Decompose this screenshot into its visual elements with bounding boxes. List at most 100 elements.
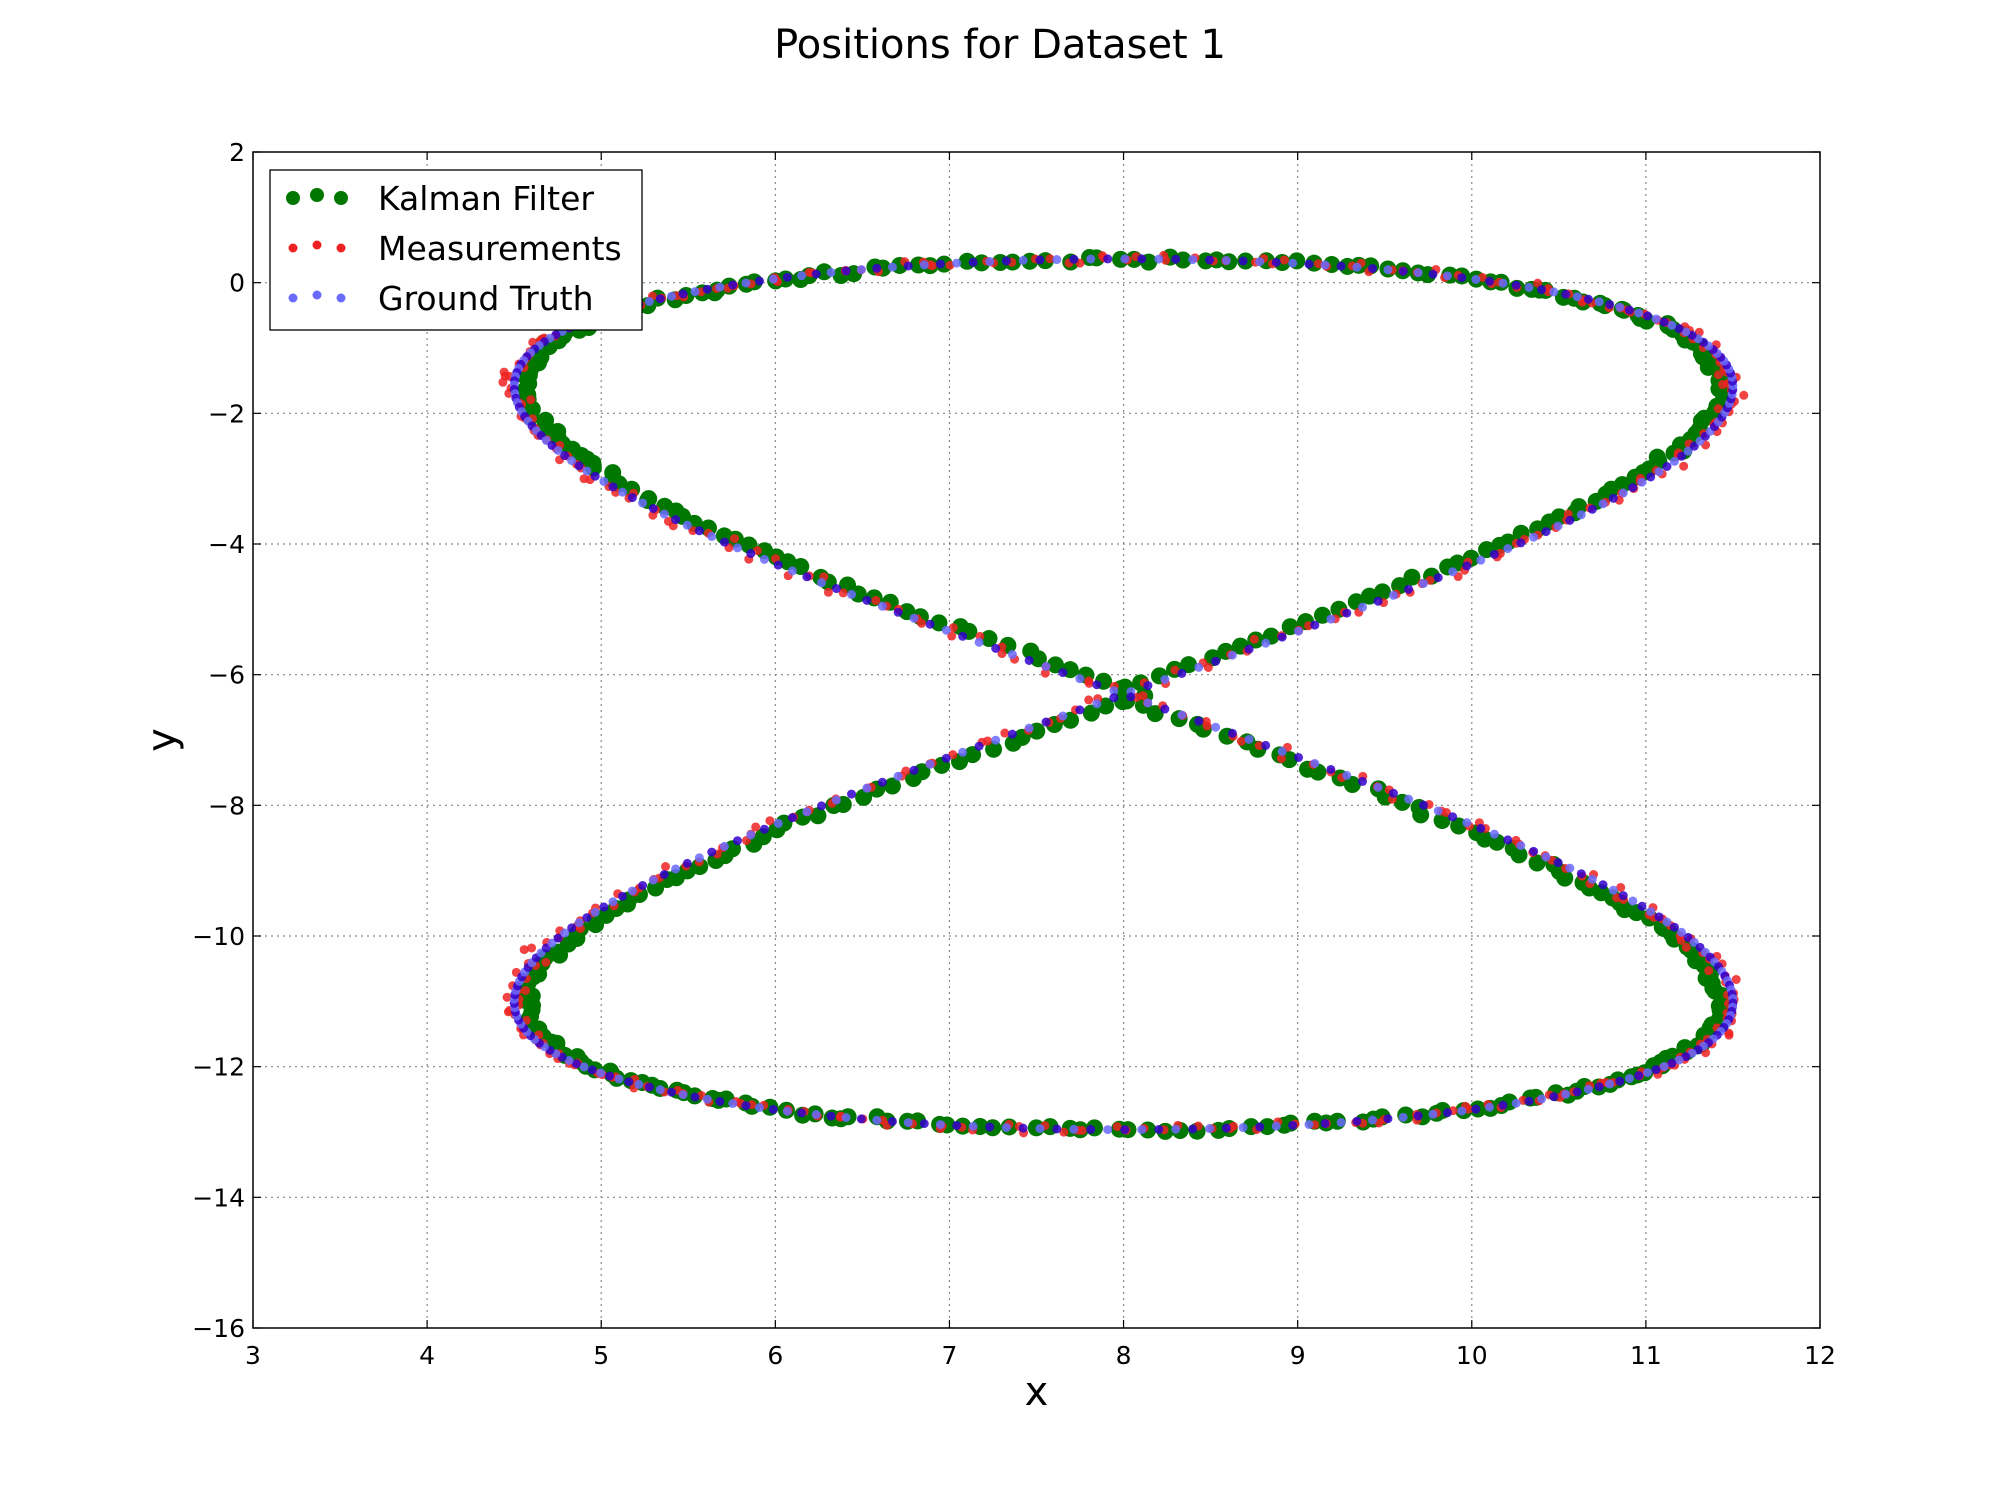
ground-truth-point [759, 554, 769, 564]
ground-truth-point [1529, 846, 1539, 856]
ground-truth-point [1024, 655, 1034, 665]
ground-truth-point [1398, 1112, 1408, 1122]
kalman-point [1556, 869, 1574, 887]
ground-truth-point [1160, 674, 1170, 684]
ground-truth-point [1069, 254, 1079, 264]
ground-truth-point [1476, 555, 1486, 565]
ground-truth-point [872, 1115, 882, 1125]
ground-truth-point [787, 813, 797, 823]
ground-truth-point [1553, 521, 1563, 531]
ground-truth-point [694, 853, 704, 863]
ground-truth-point [841, 266, 851, 276]
ground-truth-point [1428, 269, 1438, 279]
measurement-point [1681, 942, 1691, 952]
ground-truth-point [1433, 806, 1443, 816]
ground-truth-point [941, 753, 951, 763]
ground-truth-point [741, 1101, 751, 1111]
ground-truth-point [1615, 1076, 1625, 1086]
ground-truth-point [599, 476, 609, 486]
ground-truth-point [817, 578, 827, 588]
ground-truth-point [1594, 1082, 1604, 1092]
legend: Kalman Filter Measurements Ground Truth [269, 169, 643, 331]
ground-truth-point [1651, 1065, 1661, 1075]
ground-truth-point [1103, 254, 1113, 264]
kalman-point [1412, 806, 1430, 824]
ground-truth-point [1024, 723, 1034, 733]
ground-truth-point [1294, 752, 1304, 762]
kalman-point [883, 777, 901, 795]
ground-truth-point [1288, 258, 1298, 268]
ground-truth-point [547, 440, 557, 450]
measurement-point [1713, 404, 1723, 414]
ground-truth-point [1511, 280, 1521, 290]
measurement-point [751, 822, 761, 832]
ground-truth-point [728, 280, 738, 290]
ground-truth-point [1304, 1119, 1314, 1129]
ground-truth-point [887, 1116, 897, 1126]
ground-truth-point [694, 526, 704, 536]
x-axis-label: x [1025, 1369, 1049, 1415]
ground-truth-point [590, 471, 600, 481]
ground-truth-point [644, 1082, 654, 1092]
ground-truth-point [1205, 1124, 1215, 1134]
x-tick-label: 7 [941, 1341, 957, 1370]
ground-truth-point [1618, 891, 1628, 901]
ground-truth-point [655, 294, 665, 304]
ground-truth-point [582, 913, 592, 923]
kalman-point [809, 807, 827, 825]
ground-truth-point [574, 461, 584, 471]
ground-truth-point [1471, 274, 1481, 284]
ground-truth-point [1659, 317, 1669, 327]
ground-truth-point [1092, 680, 1102, 690]
ground-truth-point [690, 287, 700, 297]
measurement-point [948, 750, 958, 760]
ground-truth-point [903, 1118, 913, 1128]
ground-truth-point [1419, 578, 1429, 588]
kalman-point [1613, 476, 1631, 494]
measurement-point [1254, 741, 1264, 751]
ground-truth-point [831, 584, 841, 594]
legend-marker-dot [288, 293, 298, 303]
legend-marker [288, 240, 346, 253]
measurement-point [765, 816, 775, 826]
ground-truth-point [1448, 567, 1458, 577]
ground-truth-point [1462, 818, 1472, 828]
ground-truth-point [1188, 1124, 1198, 1134]
ground-truth-point [1294, 626, 1304, 636]
data-points [498, 248, 1749, 1140]
ground-truth-point [1541, 527, 1551, 537]
ground-truth-point [1404, 584, 1414, 594]
ground-truth-point [1326, 614, 1336, 624]
ground-truth-point [707, 531, 717, 541]
kalman-point [1146, 705, 1164, 723]
legend-marker-dot [286, 191, 300, 205]
measurement-point [1059, 1127, 1069, 1137]
x-tick-label: 3 [245, 1341, 261, 1370]
measurement-point [1704, 966, 1714, 976]
ground-truth-point [817, 801, 827, 811]
ground-truth-point [659, 509, 669, 519]
ground-truth-point [1194, 662, 1204, 672]
ground-truth-point [1419, 800, 1429, 810]
ground-truth-point [1654, 912, 1664, 922]
ground-truth-point [1537, 285, 1547, 295]
ground-truth-point [1058, 711, 1068, 721]
ground-truth-point [1553, 858, 1563, 868]
ground-truth-point [1576, 869, 1586, 879]
measurement-point [1249, 634, 1259, 644]
ground-truth-point [877, 601, 887, 611]
ground-truth-point [1310, 758, 1320, 768]
measurement-point [1112, 1122, 1122, 1132]
ground-truth-point [1674, 324, 1684, 334]
measurement-point [1045, 254, 1055, 264]
measurement-point [729, 534, 739, 544]
ground-truth-point [1572, 292, 1582, 302]
kalman-point [1097, 697, 1115, 715]
ground-truth-point [1188, 255, 1198, 265]
y-tick-label: 2 [229, 138, 245, 167]
ground-truth-point [1255, 257, 1265, 267]
ground-truth-point [671, 864, 681, 874]
ground-truth-point [1624, 305, 1634, 315]
ground-truth-point [1565, 863, 1575, 873]
ground-truth-point [617, 487, 627, 497]
